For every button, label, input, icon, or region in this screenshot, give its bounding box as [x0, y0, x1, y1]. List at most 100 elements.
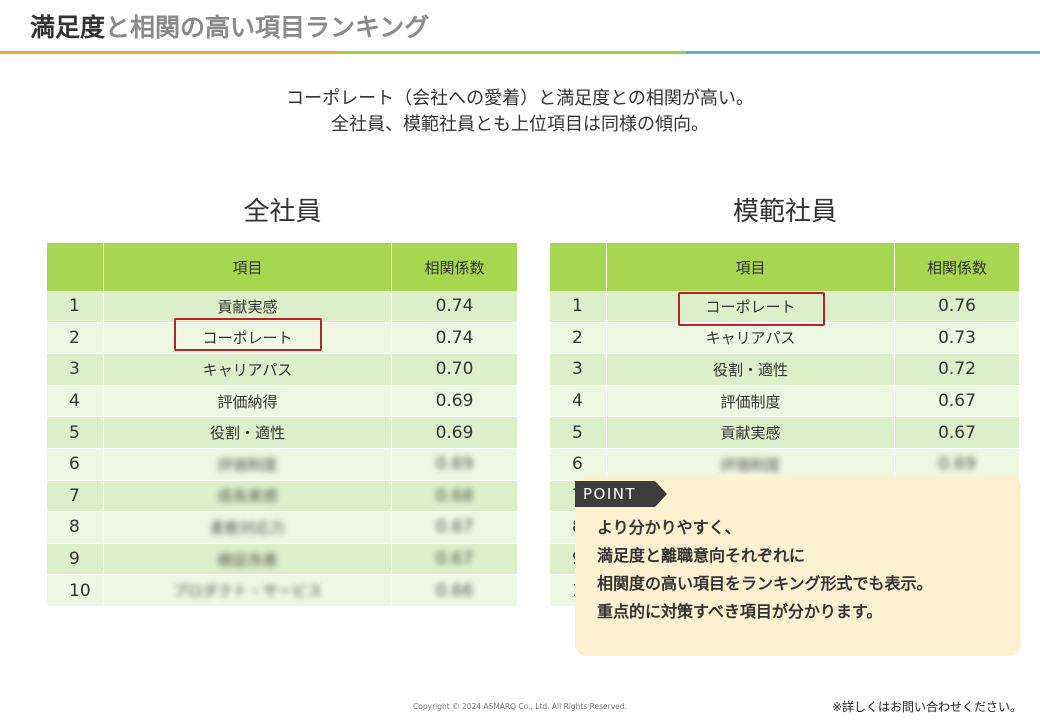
rank-cell-text: 4: [572, 391, 583, 412]
table-row: 6 評価制度 0.69: [47, 448, 518, 481]
item-cell: キャリアパス: [607, 322, 895, 355]
coef-cell: 0.69: [392, 385, 518, 418]
coef-cell-text: 0.74: [435, 296, 474, 317]
item-cell-text: 評価制度: [720, 392, 781, 411]
point-line-1: より分かりやすく、: [597, 518, 741, 537]
page-title: 満足度と相関の高い項目ランキング: [30, 10, 429, 46]
title-bar: 満足度と相関の高い項目ランキング: [0, 0, 1040, 56]
table-row: 10 プロダクト・サービス 0.66: [47, 575, 518, 607]
item-cell-text: 柔軟対応力: [209, 518, 285, 537]
coef-cell-text: 0.67: [435, 517, 474, 538]
coef-cell-text: 0.67: [938, 391, 976, 412]
item-header: 項目: [607, 243, 895, 291]
coef-cell: 0.76: [895, 291, 1020, 323]
rank-header: [550, 243, 607, 291]
coef-cell-text: 0.67: [435, 549, 474, 570]
rank-cell: 3: [47, 354, 104, 386]
rank-cell-text: 6: [572, 454, 583, 475]
rank-cell-text: 8: [69, 517, 80, 538]
table-row: 3 役割・適性 0.72: [550, 354, 1020, 386]
title-rule-blue: [686, 51, 1040, 54]
rank-cell: 1: [47, 291, 104, 323]
coef-cell: 0.73: [895, 322, 1020, 355]
rank-cell-text: 10: [69, 580, 91, 601]
all-employees-title: 全社員: [243, 197, 322, 227]
item-cell-text: 成長実感: [217, 487, 278, 506]
page-title-main: 満足度: [30, 13, 106, 42]
rank-cell-text: 1: [572, 296, 583, 317]
rank-header: [47, 243, 104, 291]
item-cell: キャリアパス: [104, 354, 392, 386]
item-cell: コーポレート: [104, 322, 392, 355]
coef-cell-text: 0.66: [435, 580, 474, 601]
coef-cell: 0.72: [895, 354, 1020, 386]
table-row: 2 キャリアパス 0.73: [550, 322, 1020, 355]
item-cell-text: キャリアパス: [202, 360, 293, 379]
coef-cell: 0.67: [392, 512, 518, 544]
item-cell: 貢献実感: [104, 291, 392, 323]
coef-cell-text: 0.70: [435, 359, 474, 380]
rank-cell-text: 7: [69, 485, 80, 506]
model-employees-title: 模範社員: [732, 197, 837, 227]
item-cell-text: キャリアパス: [705, 329, 796, 348]
item-cell: 評価制度: [104, 448, 392, 481]
rank-cell: 8: [47, 512, 104, 544]
table-row: 9 検証改善 0.67: [47, 543, 518, 576]
rank-cell-text: 5: [69, 422, 80, 443]
item-cell-text: 評価納得: [217, 392, 278, 411]
point-line-2: 満足度と離職意向それぞれに: [597, 546, 806, 565]
coef-cell: 0.69: [392, 417, 518, 449]
rank-cell: 10: [47, 575, 104, 607]
point-tag: POINT: [575, 481, 667, 507]
coef-cell: 0.69: [392, 448, 518, 481]
contact-note: ※詳しくはお問い合わせください。: [831, 700, 1022, 714]
item-cell-text: コーポレート: [202, 329, 293, 348]
coef-cell: 0.67: [392, 543, 518, 576]
item-cell: 評価制度: [607, 385, 895, 418]
all-employees-ranking-table: 項目 相関係数 1 貢献実感 0.74 2 コーポレート 0.74 3 キャリアパス 0.70 4…: [47, 243, 518, 607]
rank-cell-text: 1: [69, 296, 80, 317]
coef-cell: 0.67: [895, 385, 1020, 418]
rank-cell-text: 3: [572, 359, 583, 380]
coef-cell-text: 0.73: [938, 327, 976, 348]
item-cell-text: 役割・適性: [209, 424, 285, 443]
item-cell-text: 検証改善: [217, 550, 278, 569]
rank-cell-text: 2: [69, 327, 80, 348]
item-cell: プロダクト・サービス: [104, 575, 392, 607]
rank-cell: 2: [550, 322, 607, 355]
rank-cell: 2: [47, 322, 104, 355]
table-row: 7 成長実感 0.68: [47, 480, 518, 513]
coef-cell-text: 0.69: [435, 454, 474, 475]
table-row: 4 評価納得 0.69: [47, 385, 518, 418]
coef-cell-text: 0.72: [938, 359, 976, 380]
rank-cell: 3: [550, 354, 607, 386]
coef-cell: 0.66: [392, 575, 518, 607]
rank-cell-text: 6: [69, 454, 80, 475]
coef-cell-text: 0.76: [938, 296, 976, 317]
rank-cell: 5: [47, 417, 104, 449]
table-row: 2 コーポレート 0.74: [47, 322, 518, 355]
rank-cell-text: 4: [69, 391, 80, 412]
coef-cell-text: 0.68: [435, 485, 474, 506]
table-header-row: 項目 相関係数: [47, 243, 518, 291]
coef-cell-text: 0.74: [435, 327, 474, 348]
coef-cell-text: 0.67: [938, 422, 976, 443]
title-rule-green: [340, 51, 686, 54]
coef-cell: 0.74: [392, 291, 518, 323]
point-line-3: 相関度の高い項目をランキング形式でも表示。: [597, 574, 933, 593]
item-cell: 検証改善: [104, 543, 392, 576]
table-row: 3 キャリアパス 0.70: [47, 354, 518, 386]
table-header-row: 項目 相関係数: [550, 243, 1020, 291]
title-rule-orange: [0, 51, 340, 54]
coef-cell-text: 0.69: [435, 422, 474, 443]
item-cell: 評価納得: [104, 385, 392, 418]
item-cell-text: 貢献実感: [217, 297, 278, 316]
item-cell: 貢献実感: [607, 417, 895, 449]
highlight-corporate-model: [678, 292, 825, 326]
rank-cell-text: 9: [69, 549, 80, 570]
item-cell-text: 評価制度: [720, 455, 781, 474]
item-cell: コーポレート: [607, 291, 895, 323]
coef-cell: 0.74: [392, 322, 518, 355]
table-row: 8 柔軟対応力 0.67: [47, 512, 518, 544]
rank-cell: 5: [550, 417, 607, 449]
